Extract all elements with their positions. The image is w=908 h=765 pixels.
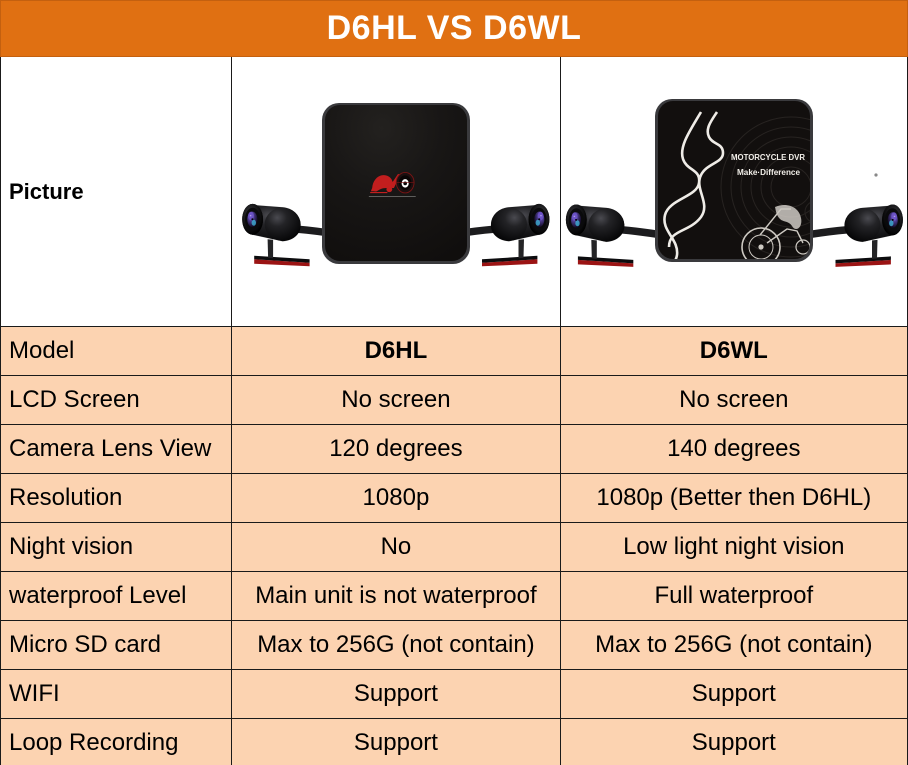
svg-text:MOTORCYCLE DVR: MOTORCYCLE DVR	[731, 152, 806, 162]
svg-text:Make·Difference: Make·Difference	[737, 167, 800, 177]
